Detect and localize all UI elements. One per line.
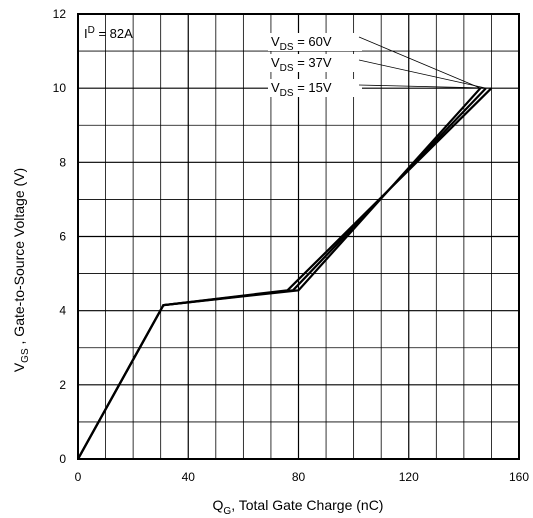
series-leader-line (358, 36, 481, 89)
series-group (77, 87, 493, 460)
x-tick-label: 0 (75, 470, 82, 484)
series-leader-line (358, 84, 492, 89)
series-line (77, 87, 493, 460)
x-tick-label: 80 (292, 470, 306, 484)
x-tick-labels: 0 40 80 120 160 (75, 470, 530, 484)
series-label-bg (268, 33, 362, 51)
y-tick-label: 12 (53, 7, 67, 21)
y-tick-label: 2 (59, 378, 66, 392)
x-tick-label: 120 (399, 470, 419, 484)
condition-label: ID = 82A (84, 25, 133, 41)
y-tick-label: 10 (53, 81, 67, 95)
series-leader-line (358, 59, 487, 89)
y-tick-label: 8 (59, 155, 66, 169)
plot-frame (77, 13, 520, 460)
y-tick-labels: 0 2 4 6 8 10 12 (53, 7, 67, 466)
x-tick-label: 160 (509, 470, 529, 484)
series-label-bg (268, 54, 362, 72)
series-label-bg (268, 79, 362, 97)
y-axis-label: VGS , Gate-to-Source Voltage (V) (11, 168, 31, 372)
x-axis-label: QG, Total Gate Charge (nC) (213, 497, 384, 517)
series-label: VDS = 15V (271, 80, 332, 99)
y-tick-label: 0 (59, 452, 66, 466)
y-tick-label: 4 (59, 304, 66, 318)
x-tick-label: 40 (182, 470, 196, 484)
series-labels: VDS = 60V VDS = 37V VDS = 15V (268, 33, 492, 99)
series-label: VDS = 60V (271, 34, 332, 53)
series-label: VDS = 37V (271, 55, 332, 74)
y-tick-label: 6 (59, 230, 66, 244)
